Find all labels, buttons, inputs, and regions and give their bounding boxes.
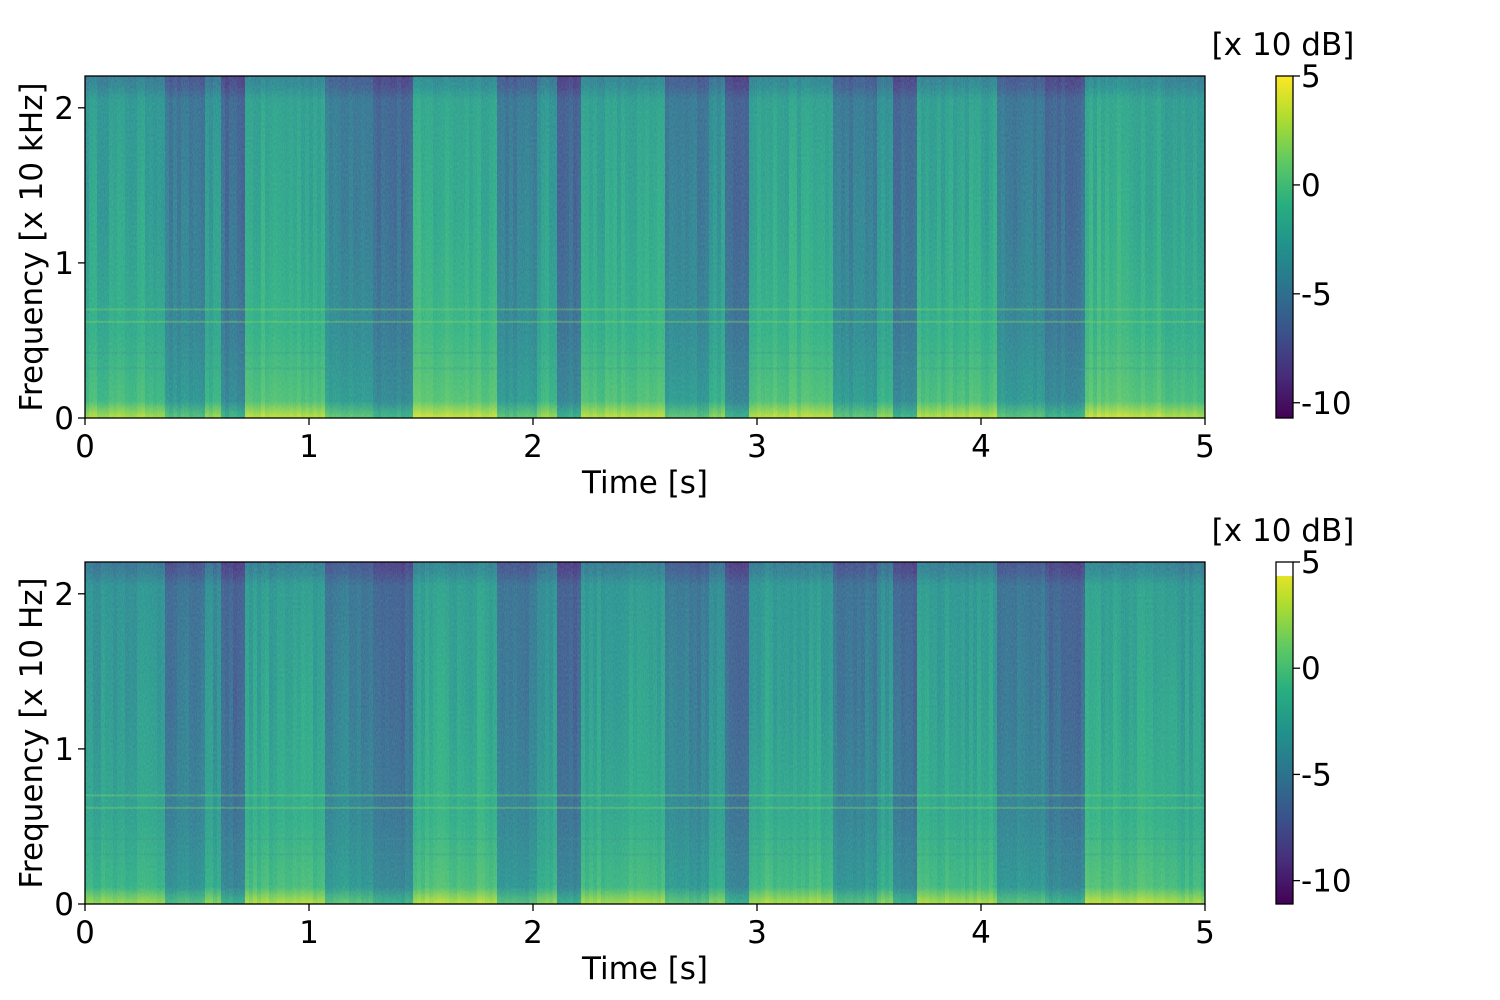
spectrogram-panel-top: 0 1 2 3 4 5 0 1 2 Time [s] Frequency [x 10 kHz]… [14,27,1354,501]
x-ticks: 0 1 2 3 4 5 [75,904,1215,951]
x-tick-label: 0 [75,429,95,465]
colorbar-tick-label: -5 [1301,277,1332,313]
x-tick-label: 1 [299,429,319,465]
x-tick-label: 5 [1195,429,1215,465]
colorbar-tick-label: 5 [1301,59,1321,95]
colorbar-ticks: 5 0 -5 -10 [1293,545,1352,900]
colorbar: 5 0 -5 -10 [x 10 dB] [1212,27,1355,422]
x-tick-label: 5 [1195,915,1215,951]
colorbar-label: [x 10 dB] [1212,27,1355,63]
y-axis-label: Frequency [x 10 Hz] [14,577,50,888]
x-axis-label: Time [s] [581,951,708,987]
x-tick-label: 4 [971,915,991,951]
colorbar: 5 0 -5 -10 [x 10 dB] [1212,513,1355,905]
y-tick-label: 0 [54,401,74,437]
x-tick-label: 3 [747,429,767,465]
y-tick-label: 2 [54,91,74,127]
spectrogram-image [85,76,1205,418]
x-tick-label: 4 [971,429,991,465]
noise-texture [85,562,1205,904]
colorbar-tick-label: 0 [1301,651,1321,687]
y-tick-label: 2 [54,577,74,613]
x-tick-label: 2 [523,429,543,465]
y-tick-label: 0 [54,887,74,923]
colorbar-gradient [1276,76,1293,418]
colorbar-tick-label: -5 [1301,757,1332,793]
colorbar-tick-label: -10 [1301,864,1352,900]
noise-texture [85,76,1205,418]
spectrogram-image [85,562,1205,904]
x-tick-label: 1 [299,915,319,951]
x-ticks: 0 1 2 3 4 5 [75,418,1215,465]
colorbar-label: [x 10 dB] [1212,513,1355,549]
plot-frame [84,75,1206,419]
y-tick-label: 1 [54,246,74,282]
x-tick-label: 3 [747,915,767,951]
x-axis-label: Time [s] [581,465,708,501]
colorbar-gradient [1276,562,1293,904]
colorbar-white-cap [1276,562,1293,576]
y-tick-label: 1 [54,732,74,768]
colorbar-tick-label: -10 [1301,386,1352,422]
colorbar-frame [1275,561,1294,905]
x-tick-label: 0 [75,915,95,951]
colorbar-tick-label: 5 [1301,545,1321,581]
y-ticks: 0 1 2 [54,577,85,923]
plot-frame [84,561,1206,905]
colorbar-tick-label: 0 [1301,168,1321,204]
x-tick-label: 2 [523,915,543,951]
colorbar-frame [1275,75,1294,419]
y-axis-label: Frequency [x 10 kHz] [14,82,50,411]
y-ticks: 0 1 2 [54,91,85,437]
colorbar-ticks: 5 0 -5 -10 [1293,59,1352,422]
